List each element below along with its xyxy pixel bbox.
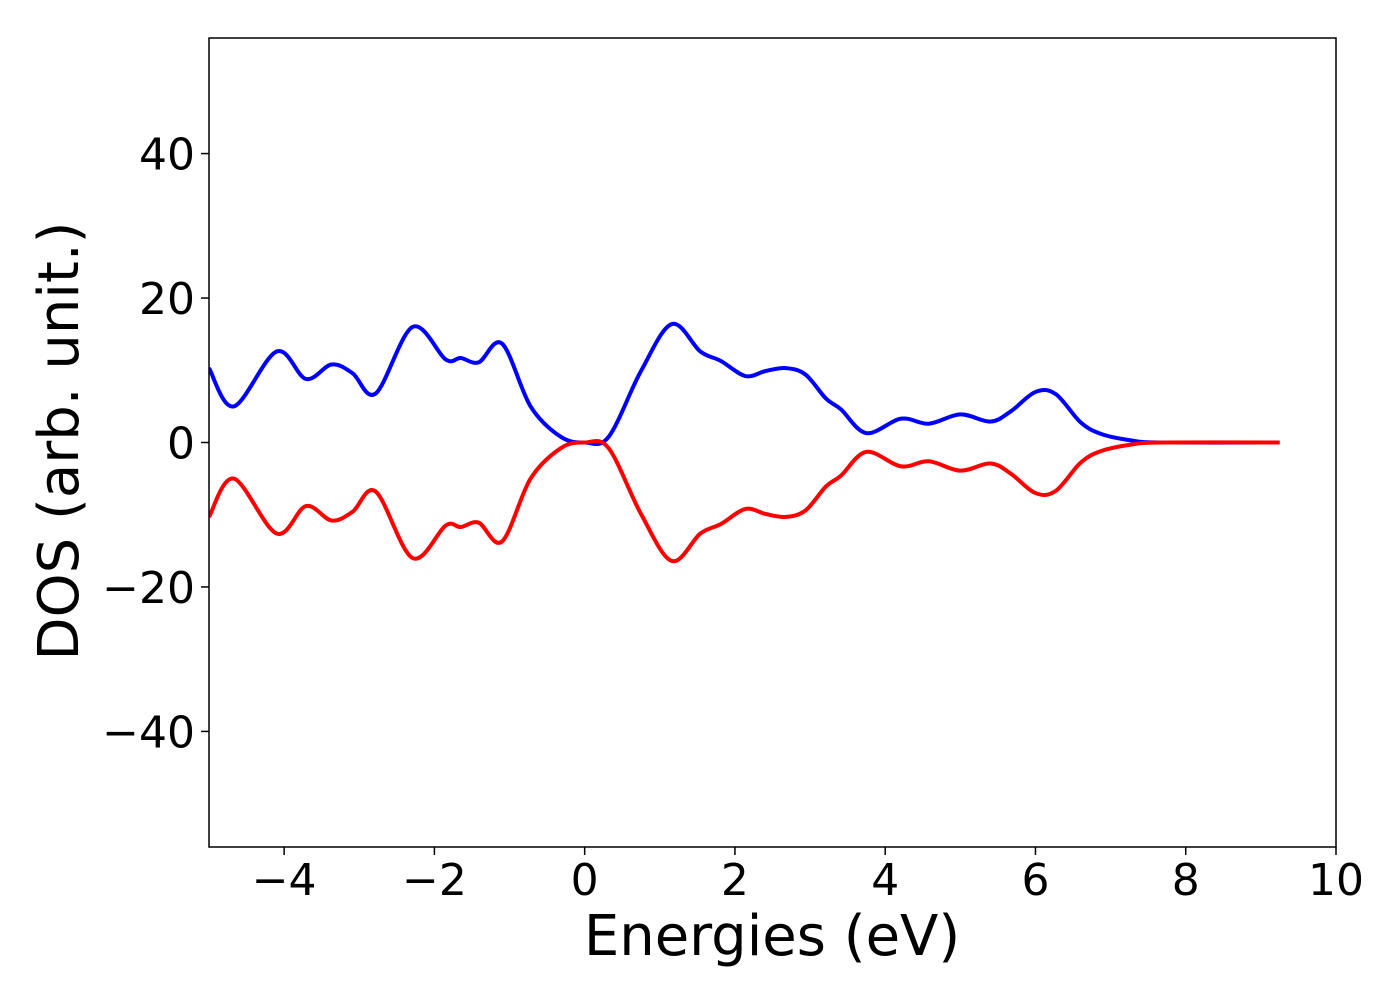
y-tick-label: 40 <box>139 130 195 181</box>
plot-frame <box>208 37 1337 848</box>
x-tick-label: 0 <box>571 855 599 906</box>
x-tick-label: 6 <box>1021 855 1049 906</box>
y-tick-label: 20 <box>139 274 195 325</box>
x-tick-label: −4 <box>252 855 317 906</box>
y-tick-label: −20 <box>102 563 195 614</box>
x-tick-label: 10 <box>1308 855 1364 906</box>
x-tick-label: 8 <box>1172 855 1200 906</box>
dos-line <box>209 322 1280 447</box>
x-axis-label: Energies (eV) <box>584 904 960 969</box>
y-tick-label: 0 <box>167 419 195 470</box>
x-tick-label: 2 <box>721 855 749 906</box>
y-tick-label: −40 <box>102 707 195 758</box>
dos-line <box>209 438 1280 563</box>
x-tick-label: −2 <box>402 855 467 906</box>
x-tick-label: 4 <box>871 855 899 906</box>
y-axis-label: DOS (arb. unit.) <box>27 221 92 660</box>
